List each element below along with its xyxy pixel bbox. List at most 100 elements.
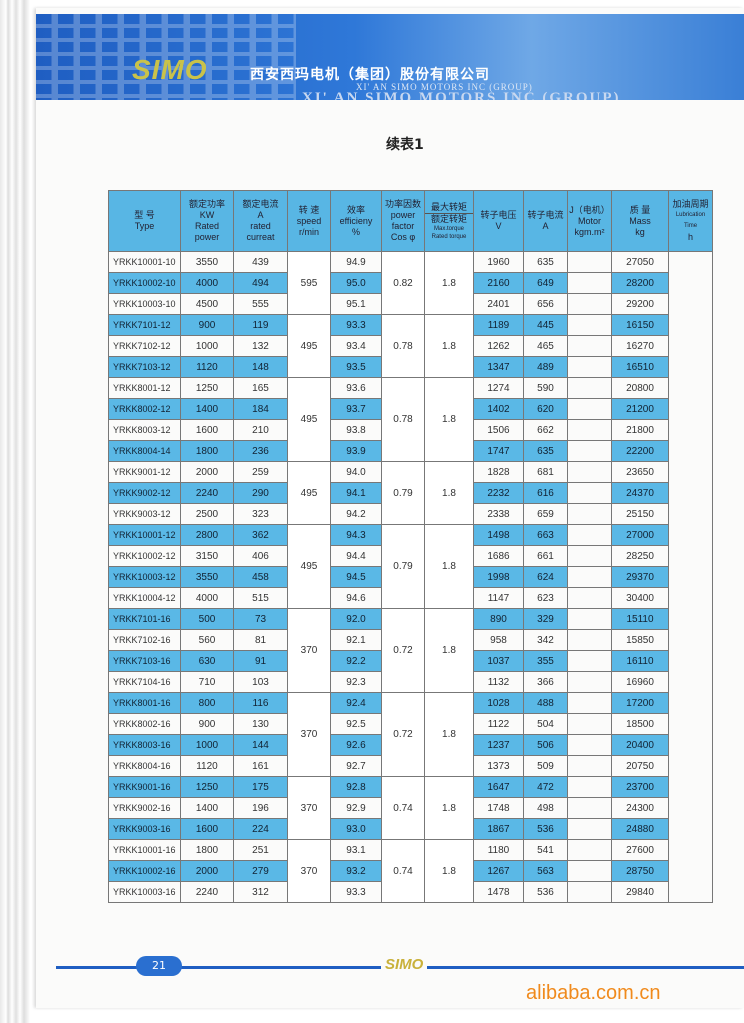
cell-rotor-current: 506 (523, 734, 568, 756)
cell-rotor-voltage: 1478 (473, 881, 524, 903)
cell-rated-power: 3150 (180, 545, 234, 567)
cell-rated-current: 116 (233, 692, 288, 714)
table-row: YRKK9001-16 1250 175 370 92.8 0.74 1.8 1647 472 2… (108, 776, 713, 840)
column-header-line: efficieny (339, 215, 373, 226)
cell-rotor-current: 342 (523, 629, 568, 651)
cell-torque-ratio: 1.8 (424, 839, 474, 903)
cell-inertia (567, 818, 612, 840)
cell-power-factor: 0.78 (381, 314, 425, 378)
table-row: YRKK10001-12 2800 362 495 94.3 0.79 1.8 1498 663… (108, 524, 713, 609)
cell-rated-power: 500 (180, 608, 234, 630)
cell-speed: 495 (287, 314, 331, 378)
cell-inertia (567, 713, 612, 735)
cell-rotor-current: 663 (523, 524, 568, 546)
cell-type: YRKK7103-12 (108, 356, 181, 378)
cell-rated-power: 4000 (180, 587, 234, 609)
cell-rated-current: 555 (233, 293, 288, 315)
column-header-line: Rated torque (431, 233, 467, 240)
column-header-line: 转子电流 (527, 210, 564, 220)
cell-inertia (567, 881, 612, 903)
column-header-line: J（电机） (569, 204, 610, 215)
table-row: YRKK10001-16 1800 251 370 93.1 0.74 1.8 1180 541… (108, 839, 713, 903)
cell-inertia (567, 776, 612, 798)
table-row: YRKK9002-16 1400 196 92.9 1748 498 24300 (108, 797, 713, 819)
table-row: YRKK7103-12 1120 148 93.5 1347 489 16510 (108, 356, 713, 378)
cell-rotor-voltage: 958 (473, 629, 524, 651)
cell-torque-ratio: 1.8 (424, 461, 474, 525)
cell-rotor-current: 635 (523, 440, 568, 462)
cell-inertia (567, 398, 612, 420)
cell-efficiency: 92.5 (330, 713, 382, 735)
catalog-page: SIMO 西安西玛电机（集团）股份有限公司 XI' AN SIMO MOTORS… (36, 8, 744, 1008)
column-header-line: power (390, 210, 416, 220)
table-row: YRKK8004-14 1800 236 93.9 1747 635 22200 (108, 440, 713, 462)
cell-rotor-voltage: 1506 (473, 419, 524, 441)
cell-type: YRKK10002-12 (108, 545, 181, 567)
column-header-line: V (495, 221, 502, 231)
cell-inertia (567, 419, 612, 441)
cell-rated-power: 900 (180, 713, 234, 735)
cell-rated-power: 2000 (180, 860, 234, 882)
column-header: 效率 efficieny% (330, 190, 382, 252)
column-header-line: 型 号 (134, 210, 155, 220)
cell-rated-current: 175 (233, 776, 288, 798)
cell-efficiency: 92.3 (330, 671, 382, 693)
cell-efficiency: 94.6 (330, 587, 382, 609)
cell-rated-power: 1120 (180, 755, 234, 777)
cell-rotor-current: 624 (523, 566, 568, 588)
cell-rated-current: 259 (233, 461, 288, 483)
cell-inertia (567, 377, 612, 399)
company-name-en-small: XI' AN SIMO MOTORS INC (GROUP) (356, 82, 533, 92)
company-name-en: XI' AN SIMO MOTORS INC (GROUP) (302, 90, 621, 100)
cell-mass: 16960 (611, 671, 669, 693)
cell-inertia (567, 692, 612, 714)
cell-inertia (567, 461, 612, 483)
column-header-line: kg (635, 226, 645, 237)
cell-type: YRKK10003-16 (108, 881, 181, 903)
cell-rotor-current: 563 (523, 860, 568, 882)
cell-inertia (567, 440, 612, 462)
cell-lubrication (668, 251, 713, 903)
cell-inertia (567, 650, 612, 672)
cell-rated-current: 439 (233, 251, 288, 273)
cell-efficiency: 93.6 (330, 377, 382, 399)
column-header-line: curreat (246, 232, 275, 242)
footer-logo: SIMO (381, 956, 428, 973)
cell-rated-current: 458 (233, 566, 288, 588)
cell-speed: 370 (287, 692, 331, 777)
cell-mass: 16270 (611, 335, 669, 357)
cell-inertia (567, 335, 612, 357)
cell-rotor-voltage: 1402 (473, 398, 524, 420)
cell-rotor-voltage: 1960 (473, 251, 524, 273)
cell-rated-current: 165 (233, 377, 288, 399)
table-row: YRKK10001-10 3550 439 595 94.9 0.82 1.8 1960 635… (108, 251, 713, 903)
column-header-line: 额定功率 (188, 199, 225, 209)
cell-rotor-voltage: 1037 (473, 650, 524, 672)
cell-rated-power: 2000 (180, 461, 234, 483)
cell-efficiency: 93.0 (330, 818, 382, 840)
cell-mass: 17200 (611, 692, 669, 714)
cell-rotor-voltage: 890 (473, 608, 524, 630)
cell-rated-current: 494 (233, 272, 288, 294)
cell-mass: 21200 (611, 398, 669, 420)
cell-rotor-current: 472 (523, 776, 568, 798)
column-header-line: factor (391, 221, 415, 231)
table-row: YRKK10002-16 2000 279 93.2 1267 563 28750 (108, 860, 713, 882)
cell-power-factor: 0.74 (381, 776, 425, 840)
cell-efficiency: 93.3 (330, 881, 382, 903)
cell-power-factor: 0.79 (381, 524, 425, 609)
cell-type: YRKK8001-16 (108, 692, 181, 714)
cell-efficiency: 92.4 (330, 692, 382, 714)
cell-inertia (567, 545, 612, 567)
column-header: J（电机） Motor kgm.m² (567, 190, 612, 252)
cell-rated-power: 2240 (180, 482, 234, 504)
cell-rotor-voltage: 2232 (473, 482, 524, 504)
cell-rotor-current: 623 (523, 587, 568, 609)
cell-type: YRKK9003-16 (108, 818, 181, 840)
cell-type: YRKK9002-16 (108, 797, 181, 819)
cell-rotor-current: 366 (523, 671, 568, 693)
cell-rotor-voltage: 1274 (473, 377, 524, 399)
cell-rated-power: 2240 (180, 881, 234, 903)
cell-inertia (567, 839, 612, 861)
